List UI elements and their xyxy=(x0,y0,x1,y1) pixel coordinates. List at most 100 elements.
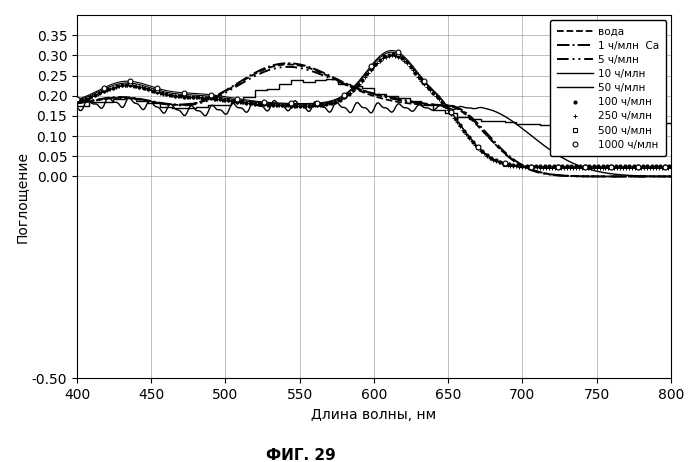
вода xyxy=(73,100,81,106)
Line: 100 ч/млн: 100 ч/млн xyxy=(75,53,671,168)
50 ч/млн xyxy=(373,91,381,97)
250 ч/млн xyxy=(387,53,396,58)
Line: 250 ч/млн: 250 ч/млн xyxy=(75,54,672,170)
250 ч/млн xyxy=(289,103,298,108)
50 ч/млн xyxy=(643,122,651,128)
500 ч/млн xyxy=(313,101,322,107)
250 ч/млн xyxy=(73,99,81,104)
50 ч/млн xyxy=(73,103,81,109)
500 ч/млн xyxy=(233,97,242,103)
500 ч/млн xyxy=(420,79,428,85)
1 ч/млн  Ca xyxy=(399,98,408,103)
1000 ч/млн xyxy=(313,100,322,106)
10 ч/млн xyxy=(399,105,408,110)
100 ч/млн xyxy=(389,51,398,57)
1000 ч/млн xyxy=(287,101,295,106)
10 ч/млн xyxy=(667,174,675,179)
1000 ч/млн xyxy=(260,99,268,105)
1 ч/млн  Ca xyxy=(284,61,292,66)
1 ч/млн  Ca xyxy=(150,99,159,104)
1000 ч/млн xyxy=(367,63,375,69)
1000 ч/млн xyxy=(206,92,215,97)
10 ч/млн xyxy=(73,104,81,110)
5 ч/млн xyxy=(667,174,675,179)
5 ч/млн xyxy=(288,64,296,70)
Text: ФИГ. 29: ФИГ. 29 xyxy=(266,448,336,462)
100 ч/млн xyxy=(300,103,308,109)
1000 ч/млн xyxy=(474,144,482,150)
1000 ч/млн xyxy=(447,109,455,115)
1000 ч/млн xyxy=(580,164,589,170)
Y-axis label: Поглощение: Поглощение xyxy=(15,151,29,243)
250 ч/млн xyxy=(667,165,675,170)
50 ч/млн xyxy=(399,95,408,101)
500 ч/млн xyxy=(127,80,135,86)
1 ч/млн  Ca xyxy=(73,100,81,106)
вода xyxy=(667,174,675,179)
5 ч/млн xyxy=(150,99,159,105)
1000 ч/млн xyxy=(661,164,669,170)
5 ч/млн xyxy=(373,91,381,97)
500 ч/млн xyxy=(206,93,215,99)
вода xyxy=(373,94,381,100)
1000 ч/млн xyxy=(340,92,348,97)
50 ч/млн xyxy=(667,122,675,127)
250 ч/млн xyxy=(322,101,331,107)
10 ч/млн xyxy=(373,100,381,106)
1 ч/млн  Ca xyxy=(510,157,518,162)
10 ч/млн xyxy=(453,105,461,111)
Line: 10 ч/млн: 10 ч/млн xyxy=(77,97,671,176)
500 ч/млн xyxy=(367,65,375,70)
1000 ч/млн xyxy=(99,85,108,91)
1000 ч/млн xyxy=(233,96,242,101)
1 ч/млн  Ca xyxy=(373,92,381,97)
500 ч/млн xyxy=(527,164,535,170)
Line: 50 ч/млн: 50 ч/млн xyxy=(77,79,671,125)
Line: 1000 ч/млн: 1000 ч/млн xyxy=(75,49,668,169)
1000 ч/млн xyxy=(180,90,188,96)
500 ч/млн xyxy=(500,161,509,167)
1000 ч/млн xyxy=(500,161,509,166)
5 ч/млн xyxy=(453,105,461,110)
250 ч/млн xyxy=(127,82,135,88)
500 ч/млн xyxy=(99,86,108,92)
500 ч/млн xyxy=(153,87,161,93)
5 ч/млн xyxy=(399,97,408,103)
1000 ч/млн xyxy=(527,164,535,169)
10 ч/млн xyxy=(104,95,113,100)
Legend: вода, 1 ч/млн  Ca, 5 ч/млн, 10 ч/млн, 50 ч/млн, 100 ч/млн, 250 ч/млн, 500 ч/млн,: вода, 1 ч/млн Ca, 5 ч/млн, 10 ч/млн, 50 … xyxy=(550,20,665,156)
10 ч/млн xyxy=(152,104,160,109)
1000 ч/млн xyxy=(420,78,428,84)
Line: 5 ч/млн: 5 ч/млн xyxy=(77,67,671,176)
500 ч/млн xyxy=(554,164,562,170)
5 ч/млн xyxy=(284,64,292,70)
1 ч/млн  Ca xyxy=(453,104,461,110)
100 ч/млн xyxy=(104,86,113,92)
5 ч/млн xyxy=(73,101,81,106)
50 ч/млн xyxy=(150,100,159,106)
1000 ч/млн xyxy=(73,97,81,102)
1000 ч/млн xyxy=(127,79,135,84)
1000 ч/млн xyxy=(607,164,616,170)
вода xyxy=(453,106,461,111)
250 ч/млн xyxy=(396,55,405,61)
500 ч/млн xyxy=(447,109,455,115)
250 ч/млн xyxy=(619,165,628,170)
100 ч/млн xyxy=(634,164,642,169)
500 ч/млн xyxy=(180,91,188,97)
X-axis label: Длина волны, нм: Длина волны, нм xyxy=(311,407,436,422)
вода xyxy=(510,158,518,163)
50 ч/млн xyxy=(287,77,295,83)
1 ч/млн  Ca xyxy=(288,61,296,66)
500 ч/млн xyxy=(73,97,81,103)
вода xyxy=(150,99,159,105)
100 ч/млн xyxy=(73,99,81,104)
1000 ч/млн xyxy=(634,164,642,170)
1 ч/млн  Ca xyxy=(667,174,675,179)
500 ч/млн xyxy=(340,93,348,98)
Line: 500 ч/млн: 500 ч/млн xyxy=(75,51,667,169)
500 ч/млн xyxy=(634,164,642,170)
5 ч/млн xyxy=(510,158,518,164)
500 ч/млн xyxy=(260,100,268,106)
250 ч/млн xyxy=(75,98,84,103)
